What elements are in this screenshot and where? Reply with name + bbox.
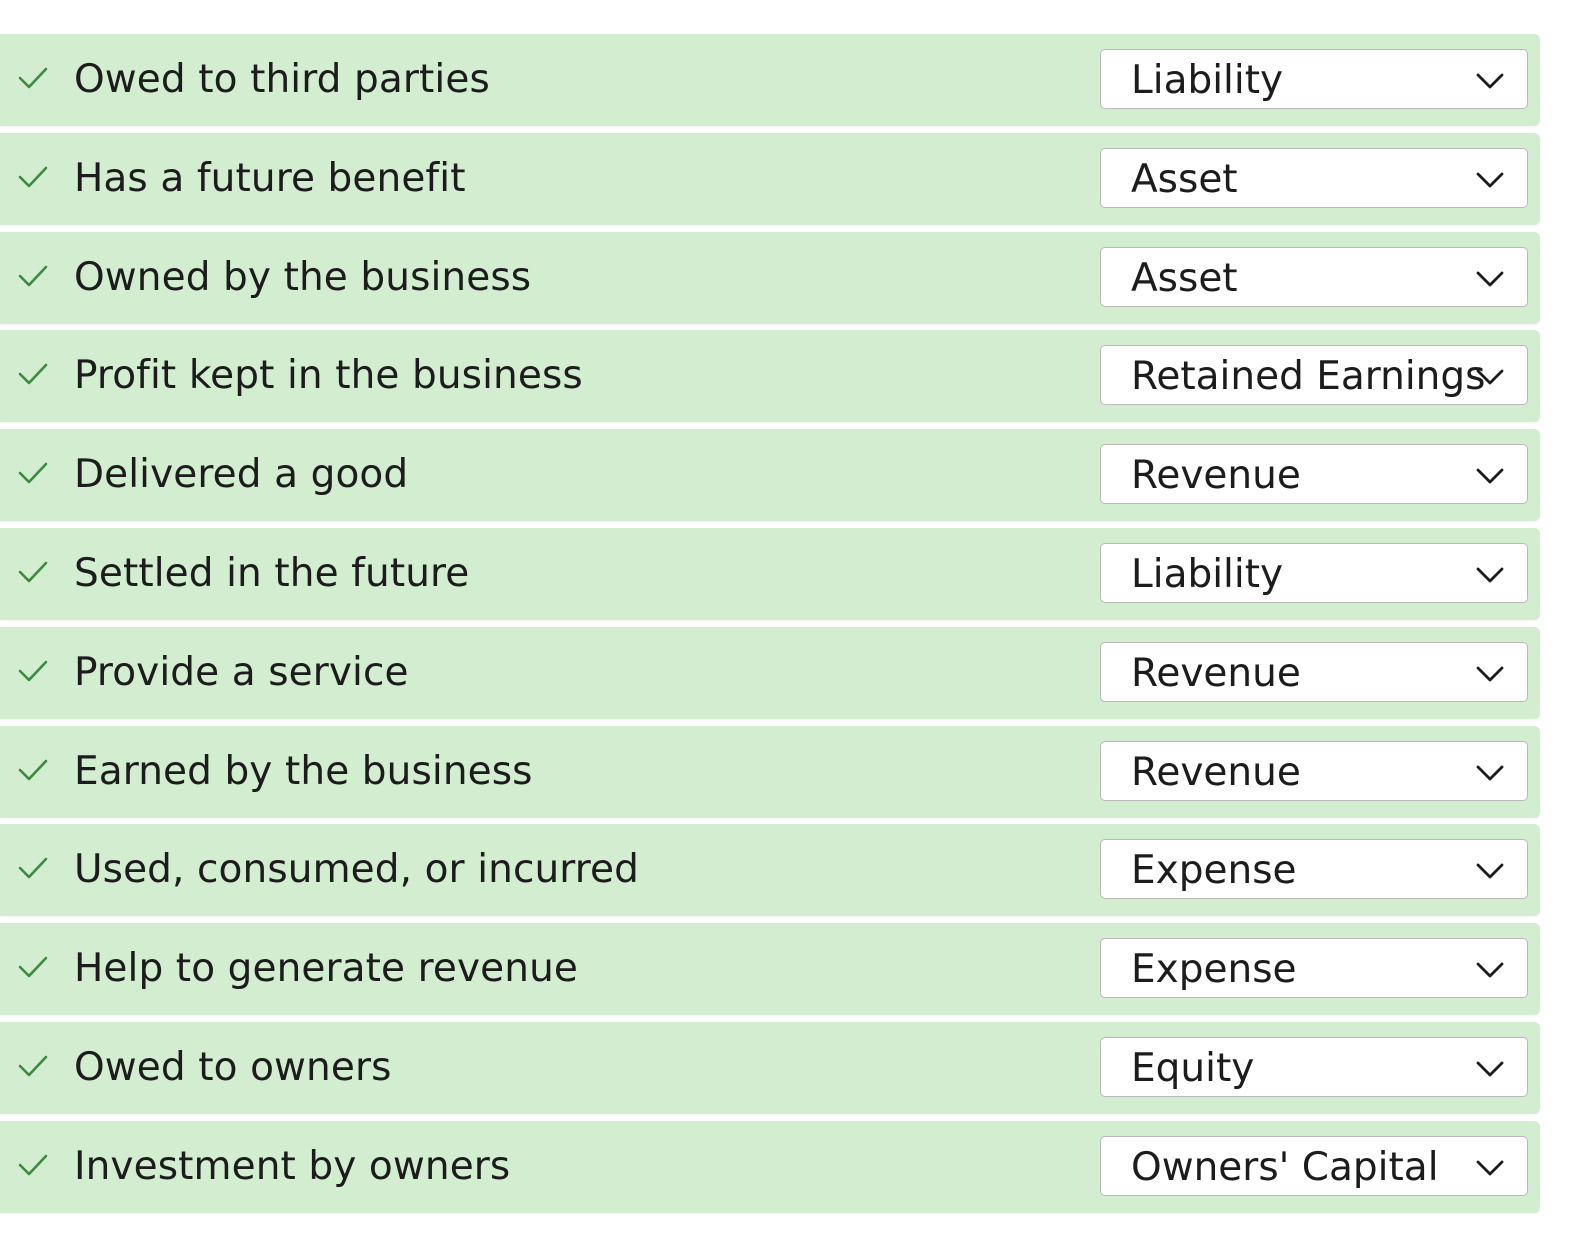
matching-list: Owed to third parties Liability Has a fu… [0, 34, 1540, 1220]
statement-label: Owned by the business [74, 254, 532, 300]
match-row: Used, consumed, or incurred Expense [0, 824, 1540, 917]
checkmark-icon [17, 260, 49, 292]
statement-label: Investment by owners [74, 1143, 511, 1189]
checkmark-icon [17, 655, 49, 687]
category-select[interactable]: Expense [1100, 839, 1528, 900]
checkmark-icon [17, 1050, 49, 1082]
match-row: Provide a service Revenue [0, 626, 1540, 719]
category-select[interactable]: Revenue [1100, 740, 1528, 801]
statement-label: Owed to owners [74, 1044, 392, 1090]
selected-category: Equity [1131, 1045, 1255, 1091]
checkmark-icon [17, 161, 49, 193]
match-row: Profit kept in the business Retained Ear… [0, 330, 1540, 423]
selected-category: Expense [1131, 947, 1297, 993]
selected-category: Expense [1131, 848, 1297, 894]
checkmark-icon [17, 62, 49, 94]
selected-category: Asset [1131, 156, 1238, 202]
chevron-down-icon [1475, 168, 1505, 190]
statement-label: Has a future benefit [74, 155, 466, 201]
category-select[interactable]: Retained Earnings [1100, 345, 1528, 406]
chevron-down-icon [1475, 761, 1505, 783]
checkmark-icon [17, 358, 49, 390]
checkmark-icon [17, 556, 49, 588]
checkmark-icon [17, 1149, 49, 1181]
checkmark-icon [17, 951, 49, 983]
selected-category: Revenue [1131, 749, 1301, 795]
checkmark-icon [17, 852, 49, 884]
statement-label: Profit kept in the business [74, 353, 583, 399]
selected-category: Revenue [1131, 453, 1301, 499]
match-row: Earned by the business Revenue [0, 725, 1540, 818]
selected-category: Liability [1131, 58, 1284, 103]
statement-label: Settled in the future [74, 550, 470, 596]
category-select[interactable]: Revenue [1100, 641, 1528, 702]
checkmark-icon [17, 457, 49, 489]
chevron-down-icon [1475, 69, 1505, 91]
match-row: Settled in the future Liability [0, 527, 1540, 620]
selected-category: Liability [1131, 551, 1284, 597]
chevron-down-icon [1475, 464, 1505, 486]
chevron-down-icon [1475, 662, 1505, 684]
match-row: Delivered a good Revenue [0, 429, 1540, 522]
statement-label: Help to generate revenue [74, 946, 579, 992]
statement-label: Earned by the business [74, 748, 533, 794]
selected-category: Revenue [1131, 650, 1301, 696]
selected-category: Retained Earnings [1131, 354, 1486, 400]
category-select[interactable]: Expense [1100, 938, 1528, 999]
chevron-down-icon [1475, 563, 1505, 585]
chevron-down-icon [1475, 1057, 1505, 1079]
selected-category: Asset [1131, 255, 1238, 301]
chevron-down-icon [1475, 1156, 1505, 1178]
chevron-down-icon [1475, 859, 1505, 881]
category-select[interactable]: Revenue [1100, 444, 1528, 505]
statement-label: Delivered a good [74, 452, 409, 498]
statement-label: Used, consumed, or incurred [74, 847, 639, 893]
selected-category: Owners' Capital [1131, 1144, 1439, 1190]
statement-label: Provide a service [74, 649, 409, 695]
category-select[interactable]: Asset [1100, 246, 1528, 307]
category-select[interactable]: Equity [1100, 1036, 1528, 1097]
category-select[interactable]: Asset [1100, 147, 1528, 208]
category-select[interactable]: Liability [1100, 49, 1528, 109]
match-row: Owed to owners Equity [0, 1021, 1540, 1114]
category-select[interactable]: Owners' Capital [1100, 1135, 1528, 1196]
checkmark-icon [17, 754, 49, 786]
chevron-down-icon [1475, 267, 1505, 289]
match-row: Investment by owners Owners' Capital [0, 1120, 1540, 1213]
match-row: Help to generate revenue Expense [0, 923, 1540, 1016]
statement-label: Owed to third parties [74, 57, 490, 102]
match-row: Owned by the business Asset [0, 231, 1540, 324]
chevron-down-icon [1475, 365, 1505, 387]
chevron-down-icon [1475, 958, 1505, 980]
match-row: Has a future benefit Asset [0, 132, 1540, 225]
category-select[interactable]: Liability [1100, 542, 1528, 603]
match-row: Owed to third parties Liability [0, 34, 1540, 126]
